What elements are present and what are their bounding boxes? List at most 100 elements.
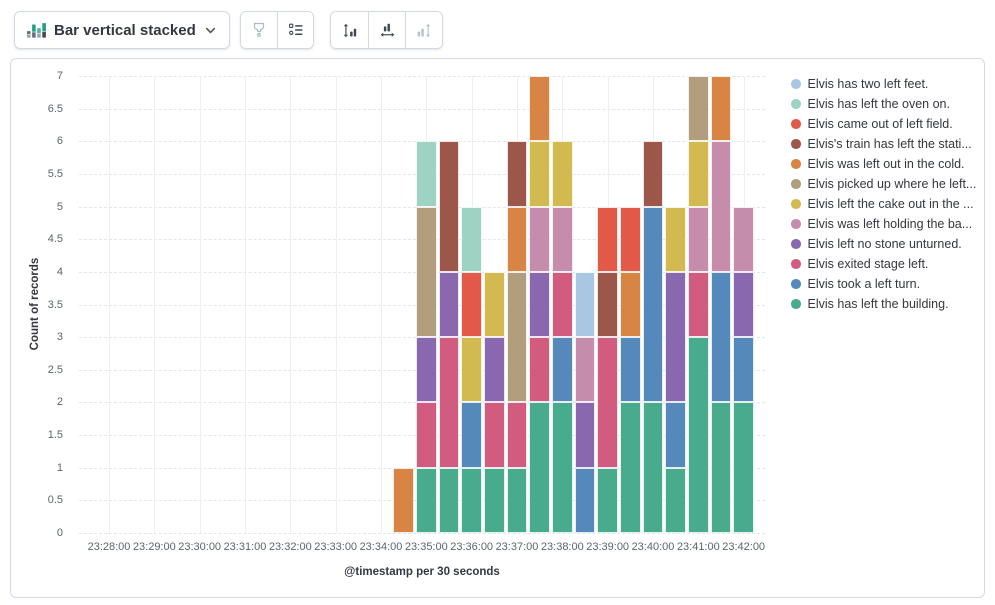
bar-segment[interactable] xyxy=(665,467,686,533)
x-gridline xyxy=(244,76,246,533)
legend-item[interactable]: Elvis has left the building. xyxy=(791,294,976,314)
legend-color-dot xyxy=(791,99,801,109)
bar-segment[interactable] xyxy=(393,467,414,533)
bar-segment[interactable] xyxy=(552,402,573,533)
bar-segment[interactable] xyxy=(529,206,550,272)
bar-segment[interactable] xyxy=(665,206,686,272)
bar-segment[interactable] xyxy=(620,206,641,272)
legend-color-dot xyxy=(791,179,801,189)
bar-segment[interactable] xyxy=(574,467,596,533)
legend-item[interactable]: Elvis exited stage left. xyxy=(791,254,976,274)
bar-segment[interactable] xyxy=(529,271,550,338)
bar-segment[interactable] xyxy=(529,76,550,142)
bar-segment[interactable] xyxy=(552,271,573,338)
bar-segment[interactable] xyxy=(642,402,664,533)
bar-segment[interactable] xyxy=(461,337,482,403)
bar-segment[interactable] xyxy=(461,467,482,533)
legend-item[interactable]: Elvis's train has left the stati... xyxy=(791,134,976,154)
bar-segment[interactable] xyxy=(710,76,732,142)
bar-segment[interactable] xyxy=(733,337,754,403)
bar-segment[interactable] xyxy=(688,337,709,533)
x-tick-label: 23:42:00 xyxy=(722,541,766,553)
bar-segment[interactable] xyxy=(416,402,437,468)
legend-item[interactable]: Elvis has left the oven on. xyxy=(791,94,976,114)
legend-item[interactable]: Elvis has two left feet. xyxy=(791,74,976,94)
x-gridline xyxy=(199,76,201,533)
x-axis-title: @timestamp per 30 seconds xyxy=(344,566,500,578)
bar-segment[interactable] xyxy=(438,337,460,468)
legend-item[interactable]: Elvis was left out in the cold. xyxy=(791,154,976,174)
bar-segment[interactable] xyxy=(688,271,709,338)
x-gridline xyxy=(335,76,337,533)
y-tick-label: 1 xyxy=(56,461,63,474)
legend-item[interactable]: Elvis was left holding the ba... xyxy=(791,214,976,234)
legend-item[interactable]: Elvis came out of left field. xyxy=(791,114,976,134)
legend-item-label: Elvis has left the building. xyxy=(807,297,949,311)
bottom-axis-button[interactable] xyxy=(368,12,405,48)
bar-segment[interactable] xyxy=(529,337,550,403)
bar-segment[interactable] xyxy=(484,402,505,468)
vertical-axis-icon xyxy=(341,22,358,39)
y-tick-label: 0 xyxy=(56,527,63,539)
bar-segment[interactable] xyxy=(597,271,618,338)
bar-segment[interactable] xyxy=(620,337,641,403)
x-tick-label: 23:34:00 xyxy=(359,541,403,553)
bar-segment[interactable] xyxy=(665,271,686,403)
bar-segment[interactable] xyxy=(416,141,437,207)
bar-segment[interactable] xyxy=(484,467,505,533)
bar-segment[interactable] xyxy=(597,206,618,272)
legend-item[interactable]: Elvis left no stone unturned. xyxy=(791,234,976,254)
bar-segment[interactable] xyxy=(438,271,460,338)
bar-segment[interactable] xyxy=(642,141,664,207)
bar-segment[interactable] xyxy=(529,402,550,533)
bar-segment[interactable] xyxy=(438,141,460,272)
visual-options-button[interactable] xyxy=(241,12,277,48)
bar-segment[interactable] xyxy=(506,141,528,207)
bar-segment[interactable] xyxy=(710,402,732,533)
bar-segment[interactable] xyxy=(552,141,573,207)
bar-segment[interactable] xyxy=(529,141,550,207)
bar-segment[interactable] xyxy=(710,141,732,272)
bar-segment[interactable] xyxy=(733,271,754,338)
bar-segment[interactable] xyxy=(484,337,505,403)
legend-item[interactable]: Elvis picked up where he left... xyxy=(791,174,976,194)
bar-segment[interactable] xyxy=(552,337,573,403)
bar-segment[interactable] xyxy=(461,206,482,272)
y-gridline xyxy=(79,108,765,110)
bar-segment[interactable] xyxy=(733,402,754,533)
bar-segment[interactable] xyxy=(438,467,460,533)
chart-type-selector[interactable]: Bar vertical stacked xyxy=(14,11,230,49)
bar-segment[interactable] xyxy=(597,467,618,533)
bar-segment[interactable] xyxy=(597,337,618,468)
bar-segment[interactable] xyxy=(552,206,573,272)
bar-segment[interactable] xyxy=(506,402,528,468)
bar-segment[interactable] xyxy=(688,141,709,207)
bar-segment[interactable] xyxy=(620,402,641,533)
bar-segment[interactable] xyxy=(620,271,641,338)
bar-segment[interactable] xyxy=(642,206,664,403)
bar-segment[interactable] xyxy=(574,337,596,403)
bar-segment[interactable] xyxy=(461,402,482,468)
bar-segment[interactable] xyxy=(574,402,596,468)
bar-segment[interactable] xyxy=(484,271,505,338)
bar-segment[interactable] xyxy=(733,206,754,272)
legend-item[interactable]: Elvis took a left turn. xyxy=(791,274,976,294)
brush-icon xyxy=(251,22,267,38)
bar-segment[interactable] xyxy=(506,271,528,403)
bar-segment[interactable] xyxy=(574,271,596,338)
bar-segment[interactable] xyxy=(665,402,686,468)
bar-segment[interactable] xyxy=(416,337,437,403)
legend-settings-button[interactable] xyxy=(277,12,313,48)
left-axis-button[interactable] xyxy=(331,12,368,48)
bar-segment[interactable] xyxy=(710,271,732,403)
bar-segment[interactable] xyxy=(506,206,528,272)
bar-segment[interactable] xyxy=(688,76,709,142)
bar-segment[interactable] xyxy=(688,206,709,272)
legend-item-label: Elvis came out of left field. xyxy=(807,117,953,131)
bar-segment[interactable] xyxy=(416,206,437,338)
bar-segment[interactable] xyxy=(461,271,482,338)
bar-segment[interactable] xyxy=(416,467,437,533)
right-axis-button[interactable] xyxy=(405,12,442,48)
legend-item[interactable]: Elvis left the cake out in the ... xyxy=(791,194,976,214)
bar-segment[interactable] xyxy=(506,467,528,533)
